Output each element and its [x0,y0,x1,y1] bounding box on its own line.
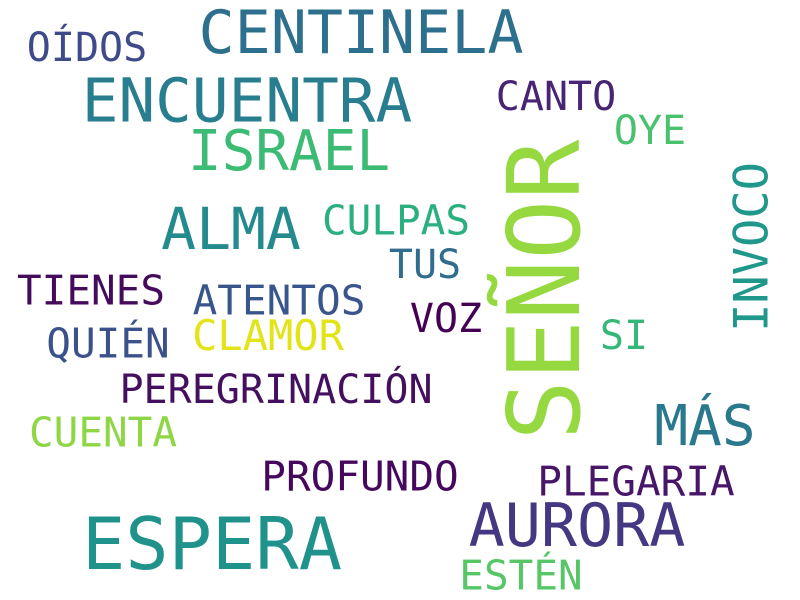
word-alma: ALMA [161,195,301,263]
word-cuenta: CUENTA [28,408,178,457]
word-tus: TUS [388,242,462,288]
word-clamor: CLAMOR [192,311,344,360]
word-culpas: CULPAS [321,196,471,245]
word-centinela: CENTINELA [198,0,524,68]
word-invoco: INVOCO [724,162,780,332]
word-tienes: TIENES [16,266,166,315]
word-atentos: ATENTOS [192,276,366,325]
word-espera: ESPERA [81,502,343,586]
word-plegaria: PLEGARIA [537,457,735,506]
word-si: SI [599,313,649,359]
word-voz: VOZ [409,296,483,342]
word-encuentra: ENCUENTRA [81,65,413,137]
word-senor: SEÑOR [486,139,603,441]
word-oidos: OÍDOS [26,25,148,71]
word-aurora: AURORA [468,491,686,561]
word-profundo: PROFUNDO [261,452,459,501]
word-mas: MÁS [654,394,756,459]
word-israel: ISRAEL [187,119,391,184]
word-esten: ESTÉN [459,551,583,600]
word-peregrinacion: PEREGRINACIÓN [119,367,433,413]
word-oye: OYE [613,108,687,154]
word-canto: CANTO [495,74,617,120]
word-quien: QUIÉN [46,319,170,368]
